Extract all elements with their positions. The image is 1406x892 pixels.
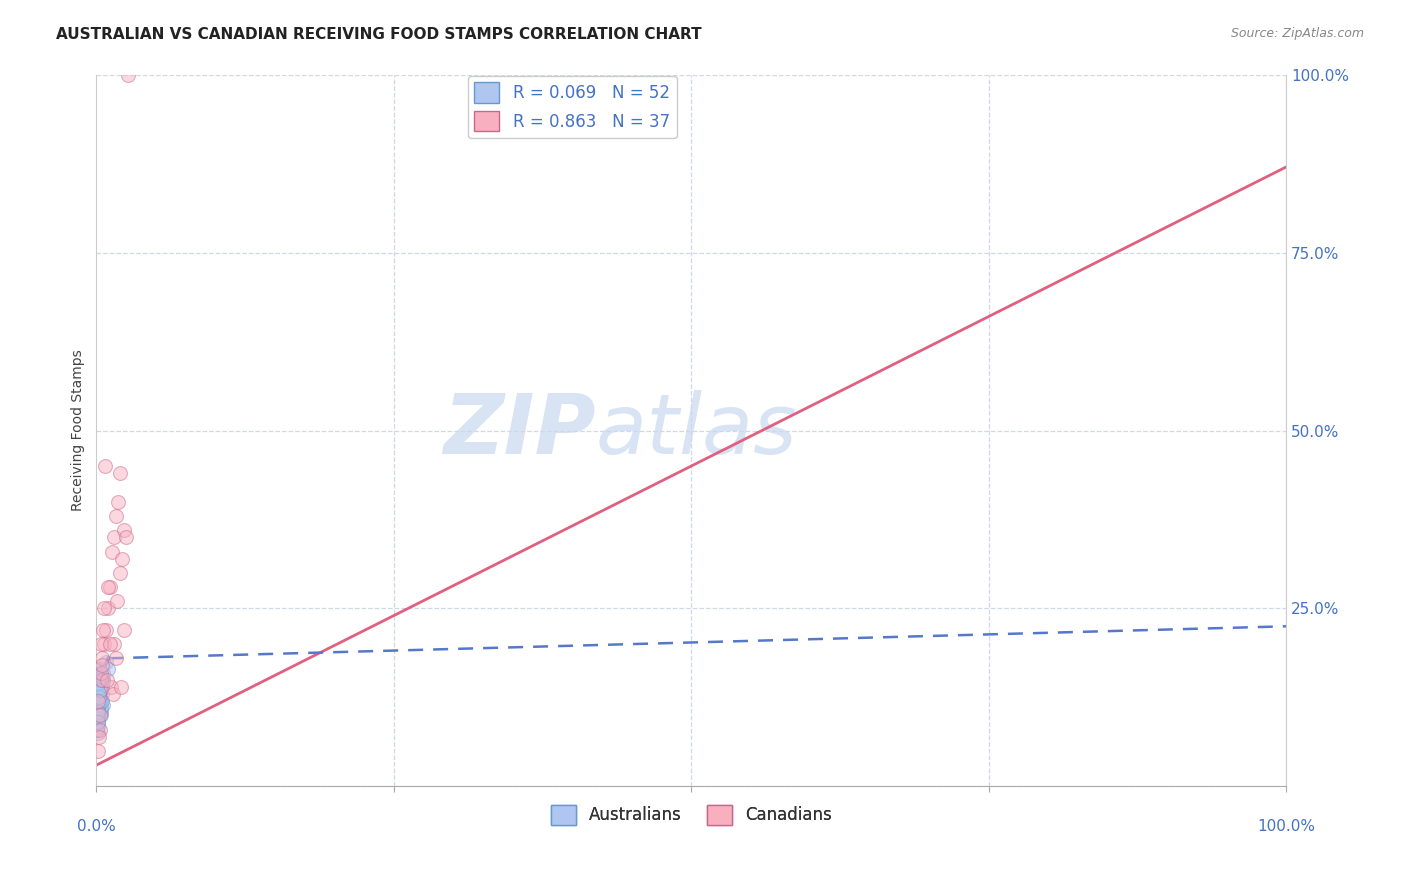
- Point: [103, 637, 125, 651]
- Point: [98, 637, 121, 651]
- Point: [89, 683, 111, 698]
- Point: [112, 523, 135, 537]
- Point: [90, 680, 112, 694]
- Point: [87, 662, 110, 676]
- Point: [91, 673, 114, 687]
- Y-axis label: Receiving Food Stamps: Receiving Food Stamps: [72, 350, 86, 511]
- Point: [91, 673, 114, 687]
- Point: [90, 694, 112, 708]
- Point: [91, 698, 114, 712]
- Point: [89, 665, 111, 680]
- Point: [87, 676, 110, 690]
- Text: Source: ZipAtlas.com: Source: ZipAtlas.com: [1230, 27, 1364, 40]
- Point: [112, 623, 135, 637]
- Point: [107, 494, 129, 508]
- Point: [86, 744, 108, 758]
- Point: [105, 594, 128, 608]
- Point: [90, 708, 112, 723]
- Point: [89, 705, 111, 719]
- Point: [94, 459, 117, 474]
- Point: [90, 673, 112, 687]
- Point: [91, 687, 114, 701]
- Text: atlas: atlas: [596, 390, 797, 471]
- Point: [91, 651, 114, 665]
- Point: [89, 694, 111, 708]
- Point: [90, 676, 112, 690]
- Point: [89, 669, 111, 683]
- Point: [87, 665, 110, 680]
- Point: [91, 694, 114, 708]
- Point: [89, 665, 111, 680]
- Point: [89, 687, 111, 701]
- Point: [89, 690, 111, 705]
- Point: [86, 723, 108, 737]
- Point: [87, 701, 110, 715]
- Point: [89, 669, 111, 683]
- Text: 100.0%: 100.0%: [1257, 819, 1315, 833]
- Point: [87, 705, 110, 719]
- Point: [94, 623, 117, 637]
- Point: [117, 68, 139, 82]
- Point: [89, 676, 111, 690]
- Point: [111, 551, 134, 566]
- Point: [87, 690, 110, 705]
- Point: [103, 530, 125, 544]
- Point: [87, 698, 110, 712]
- Point: [110, 680, 132, 694]
- Point: [108, 566, 131, 580]
- Point: [90, 701, 112, 715]
- Point: [87, 687, 110, 701]
- Point: [86, 712, 108, 726]
- Point: [97, 580, 120, 594]
- Point: [115, 530, 138, 544]
- Point: [87, 701, 110, 715]
- Point: [94, 655, 117, 669]
- Point: [89, 680, 111, 694]
- Point: [86, 723, 108, 737]
- Point: [101, 687, 124, 701]
- Point: [89, 708, 111, 723]
- Point: [89, 680, 111, 694]
- Point: [86, 705, 108, 719]
- Point: [89, 723, 111, 737]
- Point: [90, 683, 112, 698]
- Point: [104, 651, 127, 665]
- Point: [89, 694, 111, 708]
- Point: [87, 669, 110, 683]
- Point: [89, 683, 111, 698]
- Point: [93, 665, 115, 680]
- Point: [98, 580, 121, 594]
- Point: [93, 637, 115, 651]
- Point: [87, 694, 110, 708]
- Point: [90, 673, 112, 687]
- Text: AUSTRALIAN VS CANADIAN RECEIVING FOOD STAMPS CORRELATION CHART: AUSTRALIAN VS CANADIAN RECEIVING FOOD ST…: [56, 27, 702, 42]
- Point: [108, 467, 131, 481]
- Point: [93, 601, 115, 615]
- Point: [86, 715, 108, 730]
- Point: [97, 601, 120, 615]
- Point: [87, 708, 110, 723]
- Text: ZIP: ZIP: [443, 390, 596, 471]
- Point: [104, 508, 127, 523]
- Point: [87, 673, 110, 687]
- Point: [91, 680, 114, 694]
- Point: [96, 673, 118, 687]
- Point: [93, 623, 115, 637]
- Point: [87, 715, 110, 730]
- Point: [90, 683, 112, 698]
- Point: [89, 690, 111, 705]
- Point: [91, 658, 114, 673]
- Text: 0.0%: 0.0%: [77, 819, 115, 833]
- Point: [97, 662, 120, 676]
- Point: [101, 544, 124, 558]
- Point: [90, 637, 112, 651]
- Point: [100, 680, 122, 694]
- Point: [87, 730, 110, 744]
- Point: [87, 662, 110, 676]
- Point: [86, 726, 108, 740]
- Point: [87, 719, 110, 733]
- Legend: Australians, Canadians: Australians, Canadians: [544, 797, 838, 831]
